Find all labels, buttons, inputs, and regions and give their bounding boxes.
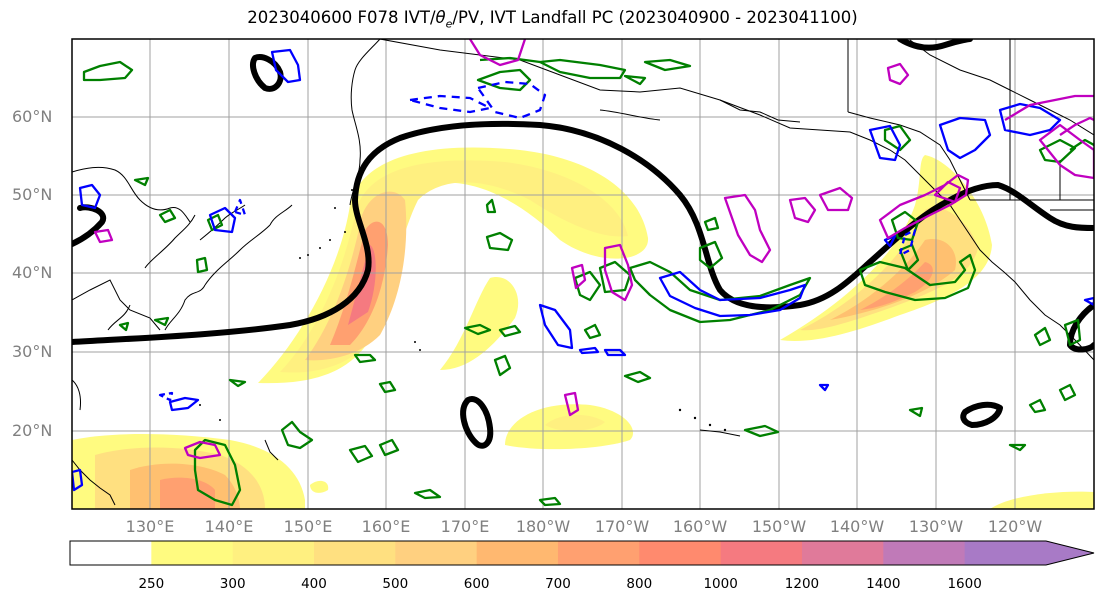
lon-label: 140°W	[829, 517, 885, 536]
map-panel	[72, 39, 1094, 509]
colorbar-segment	[313, 541, 396, 565]
theta-e-blue-contours	[72, 48, 1094, 492]
colorbar-segment	[720, 541, 803, 565]
lon-label: 170°E	[440, 517, 490, 536]
colorbar-tick-label: 1400	[866, 576, 901, 592]
colorbar-segment	[151, 541, 234, 565]
ivt-blob-southwest	[72, 434, 1094, 509]
colorbar-segment	[639, 541, 722, 565]
colorbar-tick-label: 500	[382, 576, 409, 592]
lon-label: 130°E	[125, 517, 175, 536]
lat-label: 60°N	[12, 107, 53, 126]
lat-label: 20°N	[12, 421, 53, 440]
lon-label: 120°W	[987, 517, 1043, 536]
figure-title: 2023040600 F078 IVT/θe/PV, IVT Landfall …	[247, 8, 858, 31]
colorbar-tick-label: 700	[545, 576, 571, 592]
colorbar-tick-label: 1600	[947, 576, 982, 592]
colorbar-tick-label: 1200	[784, 576, 820, 592]
colorbar-tick-label: 400	[301, 576, 327, 592]
lon-label: 130°W	[908, 517, 964, 536]
colorbar-tick-label: 1000	[703, 576, 738, 592]
colorbar-outline	[69, 540, 1095, 566]
colorbar-segment	[70, 541, 152, 565]
ivt-blob-central	[440, 277, 634, 450]
colorbar-segment	[883, 541, 966, 565]
theta-e-green-contours	[82, 56, 1094, 507]
colorbar-segment	[232, 541, 315, 565]
theta-e-magenta-contours	[93, 39, 1094, 460]
lat-label: 30°N	[12, 342, 53, 361]
islands	[199, 189, 727, 432]
colorbar-segment	[964, 541, 1094, 565]
lon-label: 170°W	[594, 517, 650, 536]
lon-label: 180°W	[515, 517, 571, 536]
lon-label: 150°W	[751, 517, 807, 536]
lat-label: 40°N	[12, 263, 53, 282]
colorbar-segment	[476, 541, 559, 565]
map-frame	[71, 38, 1095, 510]
colorbar	[69, 540, 1095, 566]
lon-label: 140°E	[204, 517, 254, 536]
colorbar-segment	[557, 541, 640, 565]
colorbar-tick-label: 250	[138, 576, 165, 592]
lon-label: 150°E	[283, 517, 333, 536]
boundaries	[847, 39, 1094, 201]
lat-label: 50°N	[12, 185, 53, 204]
colorbar-segment	[395, 541, 478, 565]
colorbar-tick-label: 600	[463, 576, 490, 592]
colorbar-tick-label: 300	[219, 576, 246, 592]
lon-label: 160°E	[361, 517, 411, 536]
colorbar-tick-label: 800	[626, 576, 653, 592]
colorbar-segment	[801, 541, 884, 565]
lon-label: 160°W	[672, 517, 728, 536]
colorbar-segments	[70, 541, 1094, 565]
